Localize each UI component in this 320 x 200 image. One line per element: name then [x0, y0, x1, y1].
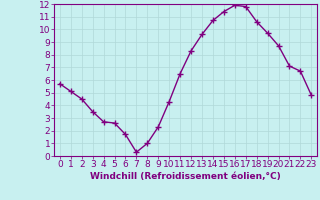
X-axis label: Windchill (Refroidissement éolien,°C): Windchill (Refroidissement éolien,°C) — [90, 172, 281, 181]
